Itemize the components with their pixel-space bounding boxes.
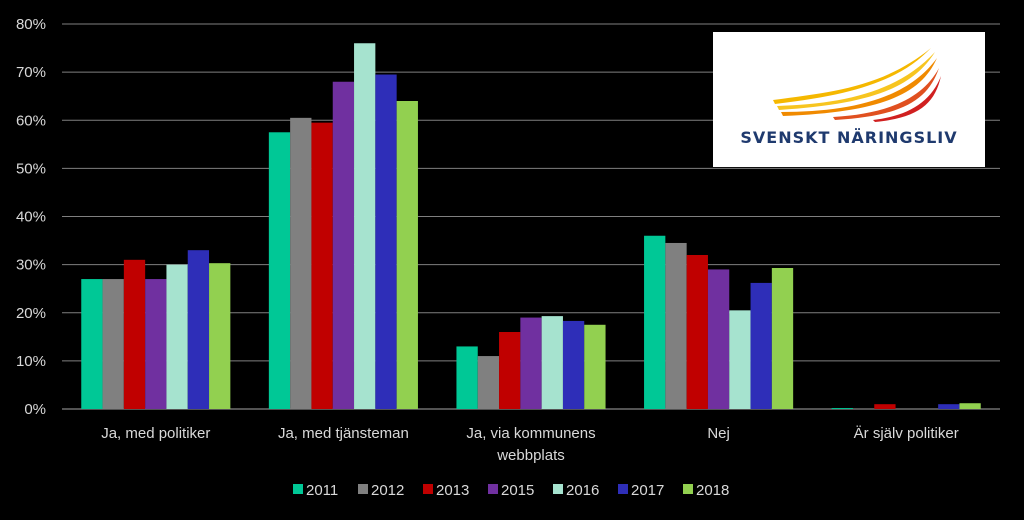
bar <box>938 404 960 409</box>
legend-label: 2015 <box>501 482 534 499</box>
bar <box>477 356 500 409</box>
bar <box>102 279 124 409</box>
bar <box>874 404 896 409</box>
bar <box>81 279 103 409</box>
y-tick-label: 50% <box>16 160 46 177</box>
legend-label: 2011 <box>306 482 338 499</box>
y-tick-label: 0% <box>24 401 46 418</box>
bar <box>707 269 730 409</box>
legend-label: 2017 <box>631 482 664 499</box>
legend-label: 2012 <box>371 482 404 499</box>
logo-wing-icon <box>773 48 941 122</box>
bar <box>644 235 666 409</box>
legend-label: 2018 <box>696 482 729 499</box>
legend-swatch <box>618 484 628 494</box>
bar <box>541 316 563 409</box>
x-tick-label: Ja, via kommunens <box>466 425 595 442</box>
x-tick-label: Ja, med tjänsteman <box>278 425 409 442</box>
legend-swatch <box>293 484 303 494</box>
bar <box>375 74 397 409</box>
x-tick-label: webbplats <box>496 447 565 464</box>
bar <box>123 259 146 409</box>
legend-swatch <box>423 484 433 494</box>
legend-swatch <box>683 484 693 494</box>
bar <box>145 279 167 409</box>
bar <box>332 81 355 409</box>
logo-text: SVENSKT NÄRINGSLIV <box>740 128 958 147</box>
bar <box>499 332 521 409</box>
bar <box>729 310 751 409</box>
bar <box>166 264 188 409</box>
y-tick-label: 70% <box>16 64 46 81</box>
bar <box>584 324 606 409</box>
legend-swatch <box>488 484 498 494</box>
y-tick-label: 60% <box>16 112 46 129</box>
bar <box>665 242 687 409</box>
bar <box>396 101 418 409</box>
svenskt-naringsliv-logo: SVENSKT NÄRINGSLIV <box>713 32 985 167</box>
bar <box>290 117 312 409</box>
bar <box>959 403 981 409</box>
bar <box>354 43 376 409</box>
legend-swatch <box>553 484 563 494</box>
x-tick-label: Nej <box>707 425 730 442</box>
y-tick-label: 30% <box>16 257 46 274</box>
bar <box>187 250 210 409</box>
bar <box>771 267 794 409</box>
bar <box>686 255 708 409</box>
x-tick-label: Ja, med politiker <box>101 425 210 442</box>
bar <box>831 408 853 409</box>
y-tick-label: 80% <box>16 16 46 33</box>
legend-swatch <box>358 484 368 494</box>
bar <box>456 346 478 409</box>
x-tick-label: Är själv politiker <box>854 425 959 442</box>
y-tick-label: 10% <box>16 353 46 370</box>
bar <box>311 122 333 409</box>
bar <box>562 320 585 409</box>
bar <box>750 282 772 409</box>
y-tick-label: 40% <box>16 209 46 226</box>
legend-label: 2013 <box>436 482 469 499</box>
legend-label: 2016 <box>566 482 599 499</box>
y-tick-label: 20% <box>16 305 46 322</box>
bar <box>209 263 231 409</box>
bar <box>520 317 542 409</box>
bar <box>268 132 291 409</box>
